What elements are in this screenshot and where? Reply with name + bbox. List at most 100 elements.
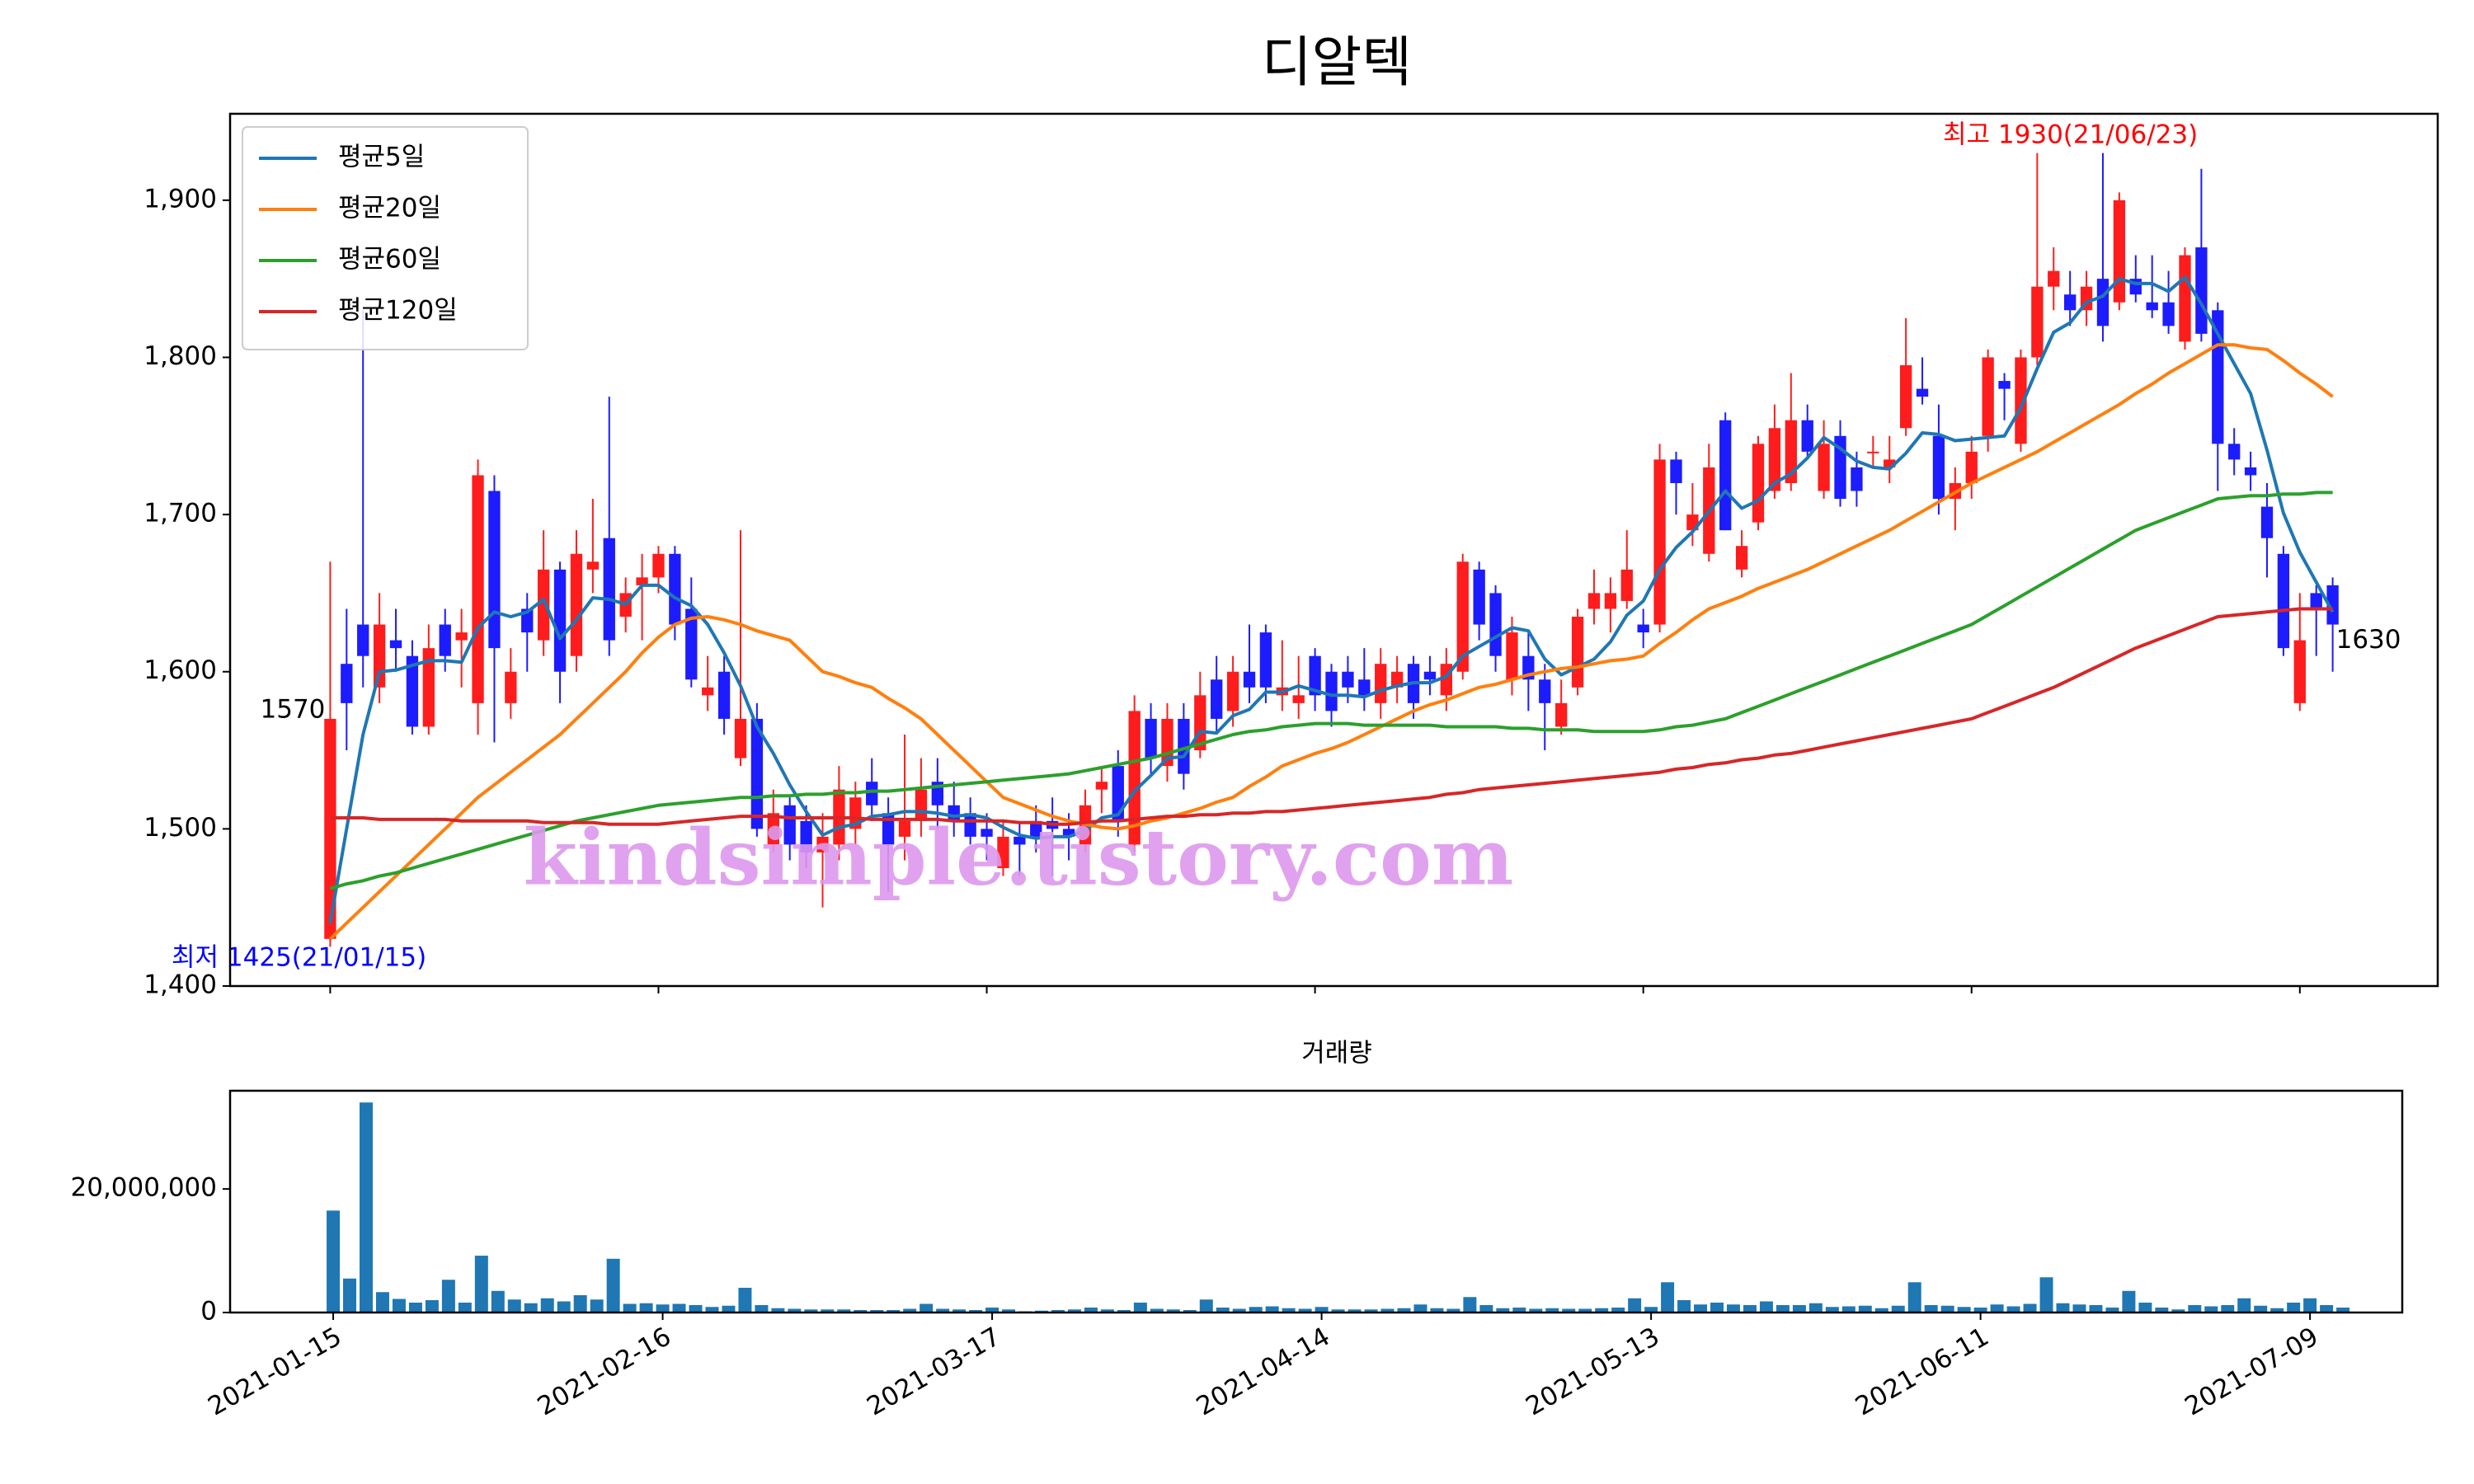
volume-bar: [771, 1308, 785, 1313]
y-tick-label: 1,900: [143, 184, 217, 214]
candle-body: [816, 836, 829, 852]
volume-bar: [2006, 1306, 2020, 1313]
candle-body: [1867, 451, 1879, 453]
volume-bar: [2237, 1298, 2251, 1313]
volume-bar: [1496, 1308, 1510, 1313]
volume-bar: [2336, 1308, 2350, 1313]
chart-title: 디알텍: [1262, 31, 1412, 94]
candle-body: [1489, 593, 1502, 656]
candle-body: [997, 836, 1009, 869]
volume-bar: [2039, 1277, 2053, 1313]
y-tick-label: 1,600: [143, 655, 217, 685]
candle-body: [2326, 585, 2339, 625]
candle-body: [1884, 459, 1896, 467]
candle-body: [1095, 782, 1108, 790]
candle-body: [1851, 467, 1863, 491]
volume-bar: [2303, 1298, 2317, 1313]
high-label: 최고 1930(21/06/23): [1943, 120, 2198, 150]
volume-bar: [1907, 1282, 1921, 1313]
volume-bar: [540, 1298, 554, 1313]
volume-bar: [903, 1308, 917, 1313]
candle-body: [1965, 451, 1978, 483]
candle-body: [1375, 664, 1387, 703]
y-tick-label: 0: [200, 1297, 217, 1327]
volume-bar: [458, 1303, 472, 1313]
volume-bar: [1808, 1303, 1823, 1313]
plot-frame: [228, 112, 2439, 988]
candle-body: [1178, 718, 1190, 774]
candle-body: [406, 655, 419, 727]
candle-body: [702, 687, 714, 696]
volume-title: 거래량: [1301, 1039, 1372, 1068]
volume-bar: [920, 1303, 934, 1313]
candle-body: [1801, 420, 1813, 452]
candle-body: [2310, 593, 2322, 609]
candle-body: [1325, 671, 1338, 711]
volume-bar: [1792, 1305, 1806, 1313]
candle-body: [1587, 593, 1601, 609]
candle-body: [439, 624, 451, 656]
volume-bar: [2254, 1305, 2268, 1313]
volume-bar: [2287, 1303, 2301, 1313]
candle-body: [2063, 294, 2077, 311]
candle-body: [1145, 718, 1157, 758]
volume-bar: [2056, 1303, 2070, 1313]
candle-body: [389, 640, 402, 649]
candle-body: [1423, 671, 1437, 680]
ma-line: [329, 343, 2334, 941]
candle-body: [2277, 553, 2290, 649]
volume-bar: [2221, 1305, 2235, 1313]
candle-body: [1899, 365, 1912, 429]
candle-body: [1128, 711, 1141, 845]
candle-body: [1768, 428, 1781, 491]
volume-bar: [1841, 1306, 1856, 1313]
volume-bar: [1562, 1308, 1576, 1313]
candle-body: [1719, 420, 1732, 531]
candle-body: [1554, 702, 1568, 727]
candle-body: [2015, 357, 2027, 444]
candle-body: [1982, 357, 1994, 436]
volume-bar: [1150, 1308, 1164, 1313]
volume-bar: [821, 1309, 835, 1313]
candle-body: [2096, 279, 2109, 326]
volume-bar: [804, 1309, 818, 1313]
candle-body: [1752, 444, 1765, 523]
volume-bar: [1166, 1309, 1180, 1313]
volume-bar: [606, 1258, 620, 1313]
volume-bar: [1133, 1303, 1147, 1313]
x-tick-label: 2021-05-13: [1521, 1322, 1664, 1421]
candle-body: [537, 569, 550, 641]
volume-bar: [2270, 1308, 2284, 1313]
volume-bar: [672, 1303, 686, 1313]
candle-body: [783, 805, 796, 845]
candle-body: [521, 608, 534, 633]
volume-bar: [2138, 1303, 2152, 1313]
volume-bar: [705, 1307, 719, 1313]
candle-body: [1604, 593, 1617, 609]
candle-body: [636, 577, 648, 585]
volume-bar: [2320, 1305, 2334, 1313]
volume-bar: [1644, 1307, 1658, 1313]
y-tick-label: 1,800: [143, 341, 217, 371]
candle-body: [1571, 617, 1584, 688]
candle-body: [1358, 679, 1371, 696]
candle-body: [1916, 388, 1929, 397]
ma-line: [330, 607, 2333, 826]
volume-bar: [2072, 1304, 2086, 1313]
candle-body: [1226, 671, 1239, 711]
candle-body: [767, 813, 779, 845]
candle-body: [1342, 671, 1354, 688]
volume-bar: [1364, 1309, 1378, 1313]
volume-bar: [1611, 1308, 1625, 1313]
candle-body: [570, 553, 583, 656]
candle-body: [652, 553, 665, 578]
volume-bar: [1199, 1299, 1213, 1313]
candle-body: [1506, 632, 1518, 680]
ma-line: [328, 275, 2335, 924]
candle-body: [1456, 561, 1469, 672]
candle-body: [2244, 467, 2257, 476]
candle-body: [981, 829, 993, 837]
volume-bar: [1545, 1308, 1559, 1313]
